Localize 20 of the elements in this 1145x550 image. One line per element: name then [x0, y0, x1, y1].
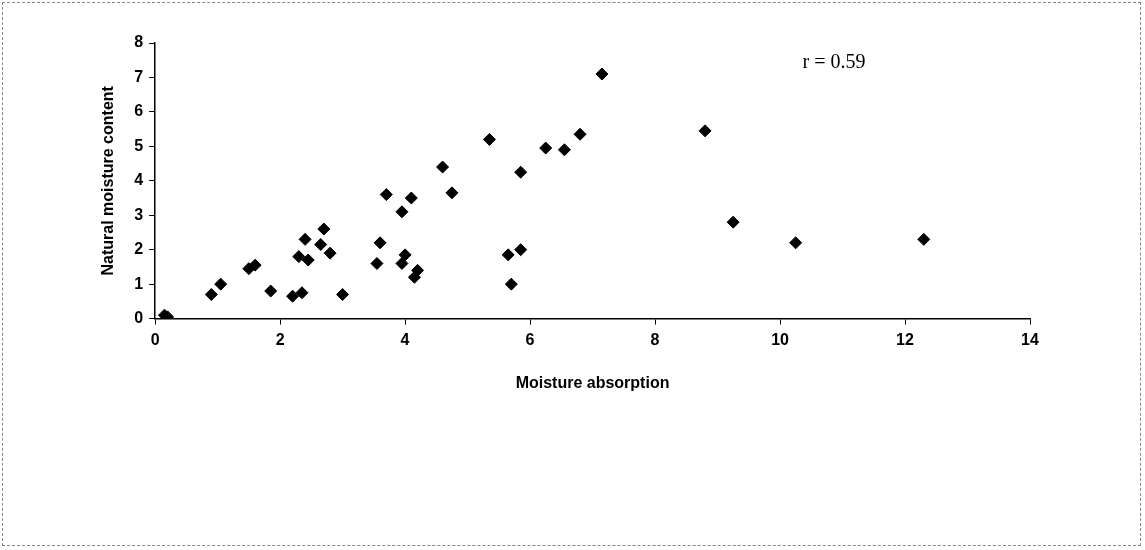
- x-tick-label: 12: [896, 330, 915, 348]
- x-tick-label: 8: [650, 330, 660, 348]
- y-tick-label: 4: [134, 171, 144, 189]
- y-tick-label: 1: [134, 274, 144, 292]
- y-tick-label: 6: [134, 102, 144, 120]
- x-axis-title: Moisture absorption: [515, 373, 670, 391]
- annotation: r = 0.59: [802, 50, 866, 73]
- x-tick-label: 14: [1021, 330, 1039, 348]
- x-tick-label: 0: [150, 330, 160, 348]
- y-tick-label: 2: [134, 240, 144, 258]
- x-tick-label: 4: [400, 330, 410, 348]
- y-axis-title: Natural moisture content: [99, 85, 117, 276]
- y-tick-label: 7: [134, 67, 144, 85]
- x-tick-label: 2: [275, 330, 285, 348]
- y-tick-label: 3: [134, 205, 144, 223]
- y-tick-label: 0: [134, 309, 144, 327]
- y-tick-label: 8: [134, 33, 144, 51]
- y-tick-label: 5: [134, 136, 144, 154]
- x-tick-label: 10: [771, 330, 790, 348]
- x-tick-label: 6: [525, 330, 535, 348]
